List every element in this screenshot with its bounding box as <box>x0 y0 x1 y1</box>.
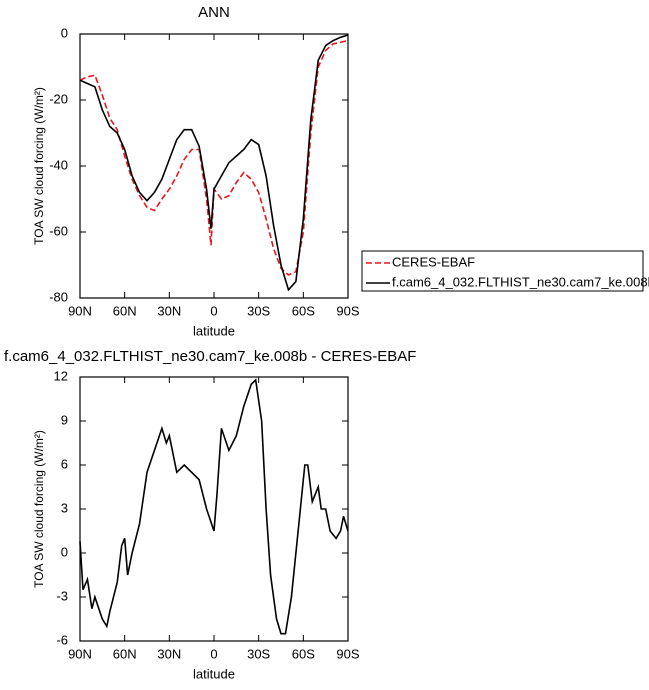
y-tick-label: 0 <box>61 25 68 40</box>
legend-label: f.cam6_4_032.FLTHIST_ne30.cam7_ke.008b <box>392 274 649 289</box>
y-tick-label: 9 <box>61 412 68 427</box>
y-axis-label: TOA SW cloud forcing (W/m²) <box>32 430 46 588</box>
x-tick-label: 0 <box>210 646 217 661</box>
x-tick-label: 90N <box>68 303 92 318</box>
x-tick-label: 90S <box>336 646 359 661</box>
plot-frame <box>79 376 349 642</box>
x-tick-label: 30S <box>247 303 270 318</box>
x-tick-label: 60S <box>292 303 315 318</box>
y-tick-label: -60 <box>49 223 68 238</box>
chart-title: ANN <box>198 4 230 21</box>
y-tick-label: -40 <box>49 157 68 172</box>
x-tick-label: 60N <box>113 646 137 661</box>
x-tick-label: 60N <box>113 303 137 318</box>
x-tick-label: 0 <box>210 303 217 318</box>
series-line <box>79 378 349 635</box>
x-tick-label: 90S <box>336 303 359 318</box>
x-axis-label: latitude <box>193 323 235 338</box>
chart-title: f.cam6_4_032.FLTHIST_ne30.cam7_ke.008b -… <box>4 348 416 365</box>
y-tick-label: 6 <box>61 456 68 471</box>
legend-label: CERES-EBAF <box>392 254 475 269</box>
x-axis-label: latitude <box>193 666 235 681</box>
y-tick-label: 12 <box>54 368 68 383</box>
legend-box <box>361 250 644 292</box>
y-tick-label: -6 <box>56 632 68 647</box>
y-tick-label: -20 <box>49 91 68 106</box>
series-line <box>79 34 349 292</box>
y-axis-label: TOA SW cloud forcing (W/m²) <box>32 87 46 245</box>
x-tick-label: 30N <box>157 646 181 661</box>
x-tick-label: 30S <box>247 646 270 661</box>
x-tick-label: 30N <box>157 303 181 318</box>
x-tick-label: 90N <box>68 646 92 661</box>
x-tick-label: 60S <box>292 646 315 661</box>
y-tick-label: 3 <box>61 500 68 515</box>
y-tick-label: -80 <box>49 289 68 304</box>
y-tick-label: -3 <box>56 588 68 603</box>
y-tick-label: 0 <box>61 544 68 559</box>
